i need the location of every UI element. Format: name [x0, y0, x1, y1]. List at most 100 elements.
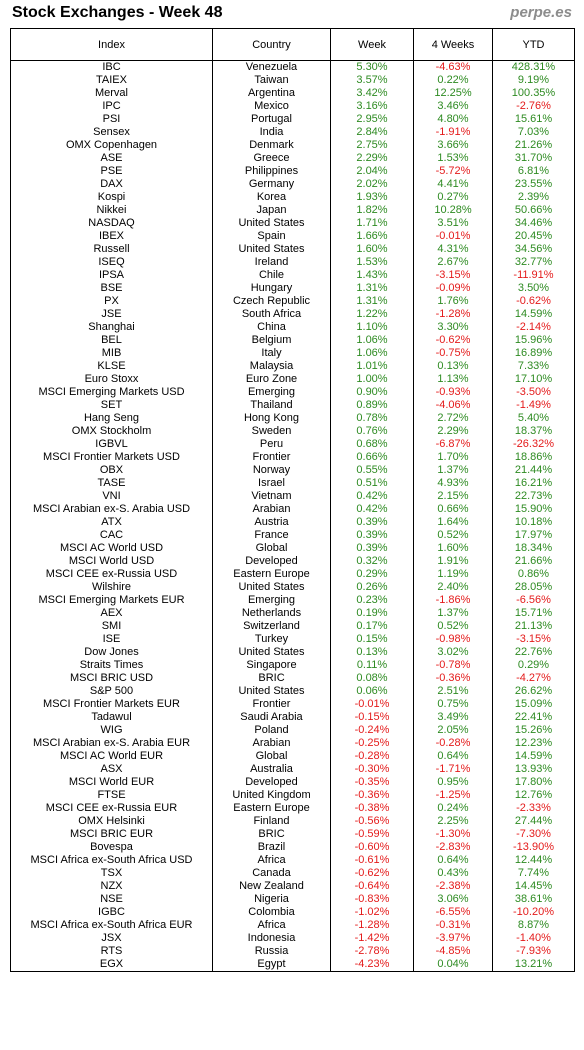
column-header-4-weeks: 4 Weeks: [413, 28, 493, 61]
table-cell-ytd: -26.32%: [492, 438, 575, 451]
table-cell-week: -0.25%: [330, 737, 414, 750]
table-row: ATX Austria 0.39% 1.64% 10.18%: [10, 516, 575, 529]
table-cell-ytd: 13.93%: [492, 763, 575, 776]
table-cell-week: -0.56%: [330, 815, 414, 828]
table-cell-ytd: 18.37%: [492, 425, 575, 438]
table-row: ASX Australia -0.30% -1.71% 13.93%: [10, 763, 575, 776]
table-row: Euro Stoxx Euro Zone 1.00% 1.13% 17.10%: [10, 373, 575, 386]
column-header-week: Week: [330, 28, 414, 61]
table-row: Nikkei Japan 1.82% 10.28% 50.66%: [10, 204, 575, 217]
table-cell-ytd: 0.86%: [492, 568, 575, 581]
table-cell-week: 2.75%: [330, 139, 414, 152]
table-cell-4-weeks: 0.66%: [413, 503, 493, 516]
table-cell-index: MSCI Emerging Markets USD: [10, 386, 213, 399]
table-cell-4-weeks: 2.51%: [413, 685, 493, 698]
table-row: JSX Indonesia -1.42% -3.97% -1.40%: [10, 932, 575, 945]
table-cell-week: 0.39%: [330, 529, 414, 542]
table-row: SMI Switzerland 0.17% 0.52% 21.13%: [10, 620, 575, 633]
table-cell-ytd: 22.73%: [492, 490, 575, 503]
table-cell-4-weeks: 1.19%: [413, 568, 493, 581]
table-cell-country: Australia: [212, 763, 331, 776]
table-cell-index: FTSE: [10, 789, 213, 802]
table-cell-index: MIB: [10, 347, 213, 360]
table-cell-week: 2.02%: [330, 178, 414, 191]
table-cell-week: 0.15%: [330, 633, 414, 646]
table-cell-country: Japan: [212, 204, 331, 217]
table-cell-index: MSCI Arabian ex-S. Arabia USD: [10, 503, 213, 516]
table-row: MSCI Arabian ex-S. Arabia USD Arabian 0.42…: [10, 503, 575, 516]
table-cell-country: Nigeria: [212, 893, 331, 906]
table-cell-ytd: 7.03%: [492, 126, 575, 139]
table-row: PSE Philippines 2.04% -5.72% 6.81%: [10, 165, 575, 178]
table-cell-index: MSCI CEE ex-Russia EUR: [10, 802, 213, 815]
table-cell-country: Netherlands: [212, 607, 331, 620]
table-row: MIB Italy 1.06% -0.75% 16.89%: [10, 347, 575, 360]
table-cell-country: Portugal: [212, 113, 331, 126]
stock-exchanges-table: Index Country Week 4 Weeks YTD IBC Venezu…: [10, 28, 575, 972]
table-cell-week: 1.71%: [330, 217, 414, 230]
table-cell-4-weeks: 3.51%: [413, 217, 493, 230]
table-cell-4-weeks: -0.09%: [413, 282, 493, 295]
table-cell-ytd: 8.87%: [492, 919, 575, 932]
table-cell-week: -1.28%: [330, 919, 414, 932]
table-cell-index: MSCI Africa ex-South Africa USD: [10, 854, 213, 867]
table-cell-ytd: 14.59%: [492, 308, 575, 321]
table-cell-week: 0.17%: [330, 620, 414, 633]
table-cell-index: Nikkei: [10, 204, 213, 217]
table-cell-week: 0.08%: [330, 672, 414, 685]
table-row: Shanghai China 1.10% 3.30% -2.14%: [10, 321, 575, 334]
table-row: RTS Russia -2.78% -4.85% -7.93%: [10, 945, 575, 958]
table-cell-4-weeks: -0.98%: [413, 633, 493, 646]
table-cell-ytd: 38.61%: [492, 893, 575, 906]
table-row: PSI Portugal 2.95% 4.80% 15.61%: [10, 113, 575, 126]
table-cell-week: -1.42%: [330, 932, 414, 945]
table-cell-week: 0.68%: [330, 438, 414, 451]
table-cell-4-weeks: -6.55%: [413, 906, 493, 919]
table-row: ASE Greece 2.29% 1.53% 31.70%: [10, 152, 575, 165]
table-cell-ytd: 12.76%: [492, 789, 575, 802]
table-row: SET Thailand 0.89% -4.06% -1.49%: [10, 399, 575, 412]
table-cell-index: MSCI Arabian ex-S. Arabia EUR: [10, 737, 213, 750]
table-cell-index: MSCI AC World USD: [10, 542, 213, 555]
table-cell-week: 0.90%: [330, 386, 414, 399]
table-cell-ytd: 18.86%: [492, 451, 575, 464]
table-cell-week: 0.13%: [330, 646, 414, 659]
table-row: JSE South Africa 1.22% -1.28% 14.59%: [10, 308, 575, 321]
table-cell-4-weeks: -0.31%: [413, 919, 493, 932]
table-cell-4-weeks: 0.22%: [413, 74, 493, 87]
table-cell-4-weeks: 0.64%: [413, 854, 493, 867]
table-cell-index: IPC: [10, 100, 213, 113]
table-cell-week: 0.42%: [330, 490, 414, 503]
table-cell-week: 1.06%: [330, 334, 414, 347]
table-cell-country: Malaysia: [212, 360, 331, 373]
table-cell-country: Ireland: [212, 256, 331, 269]
table-cell-4-weeks: 4.93%: [413, 477, 493, 490]
table-cell-week: 1.10%: [330, 321, 414, 334]
table-row: IPC Mexico 3.16% 3.46% -2.76%: [10, 100, 575, 113]
table-row: DAX Germany 2.02% 4.41% 23.55%: [10, 178, 575, 191]
table-cell-4-weeks: 0.27%: [413, 191, 493, 204]
table-cell-ytd: 15.90%: [492, 503, 575, 516]
table-cell-week: 2.84%: [330, 126, 414, 139]
table-cell-week: -0.36%: [330, 789, 414, 802]
table-cell-week: 0.32%: [330, 555, 414, 568]
table-cell-4-weeks: -4.06%: [413, 399, 493, 412]
table-cell-index: DAX: [10, 178, 213, 191]
table-cell-index: IGBVL: [10, 438, 213, 451]
table-cell-4-weeks: 0.95%: [413, 776, 493, 789]
table-cell-index: ASX: [10, 763, 213, 776]
table-row: MSCI Africa ex-South Africa EUR Africa -1.…: [10, 919, 575, 932]
table-cell-ytd: 22.41%: [492, 711, 575, 724]
table-cell-ytd: 21.66%: [492, 555, 575, 568]
table-cell-country: Global: [212, 542, 331, 555]
table-cell-week: 1.53%: [330, 256, 414, 269]
table-cell-4-weeks: 2.72%: [413, 412, 493, 425]
table-cell-index: MSCI Frontier Markets EUR: [10, 698, 213, 711]
table-cell-ytd: 12.23%: [492, 737, 575, 750]
table-cell-index: Straits Times: [10, 659, 213, 672]
table-cell-4-weeks: 1.37%: [413, 464, 493, 477]
table-cell-country: Philippines: [212, 165, 331, 178]
table-cell-week: 3.42%: [330, 87, 414, 100]
table-cell-ytd: 5.40%: [492, 412, 575, 425]
table-row: IBEX Spain 1.66% -0.01% 20.45%: [10, 230, 575, 243]
